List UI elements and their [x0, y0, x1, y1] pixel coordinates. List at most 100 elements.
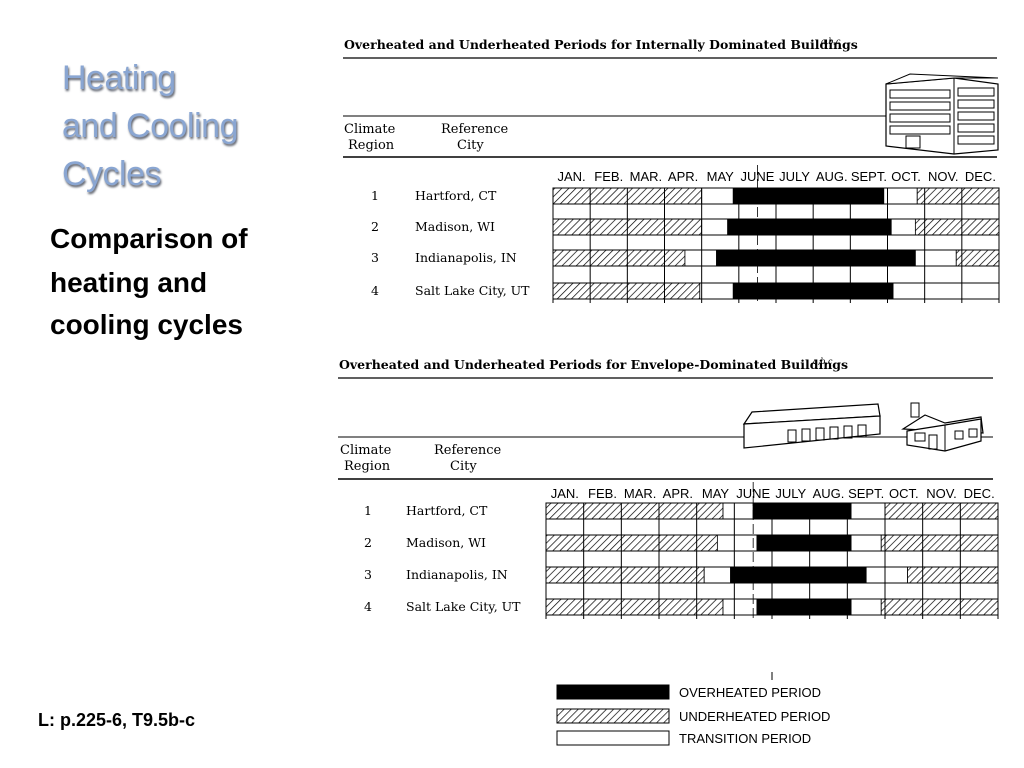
table-2-bar-transition [722, 502, 754, 520]
table-1-bar-transition [890, 218, 916, 236]
table-2-header-region: Region [344, 459, 391, 474]
table-1-row-region: 3 [371, 250, 379, 265]
table-2-month-label: OCT. [889, 486, 919, 501]
table-2-row-city: Salt Lake City, UT [406, 599, 521, 614]
office-building-icon [885, 73, 999, 155]
table-2-bar-transition [850, 502, 886, 520]
table-1-month-label: NOV. [928, 169, 959, 184]
table-2-month-label: SEPT. [848, 486, 884, 501]
subtitle-line-2: heating and [50, 267, 208, 298]
table-1-row-city: Hartford, CT [415, 188, 497, 203]
legend: OVERHEATED PERIOD UNDERHEATED PERIOD TRANS… [556, 672, 830, 746]
table-1: Overheated and Underheated Periods for I… [343, 37, 999, 158]
table-1-month-label: MAY [707, 169, 735, 184]
table-1-title-superscript: a,b,c [821, 37, 841, 46]
slide-subtitle: Comparison of heating and cooling cycles [50, 218, 320, 346]
table-2-header-city: City [450, 459, 477, 474]
table-2-month-label: JULY [775, 486, 806, 501]
table-2-bar-over [730, 566, 867, 584]
table-1-bar-transition [701, 187, 734, 205]
table-1-bar-over [727, 218, 892, 236]
table-1-row-region: 2 [371, 219, 379, 234]
table-2-bar-transition [703, 566, 731, 584]
table-1-bar-under [914, 218, 1000, 236]
table-2-month-label: MAY [702, 486, 730, 501]
table-2-body: JAN. FEB. MAR. APR. MAY JUNE JULY AUG. SEPT. OCT.… [364, 482, 999, 619]
table-2-bar-under [880, 598, 999, 616]
table-2-title: Overheated and Underheated Periods for E… [339, 357, 848, 372]
table-2-month-label: NOV. [926, 486, 957, 501]
table-1-month-label: JULY [779, 169, 810, 184]
table-1-month-label: SEPT. [851, 169, 887, 184]
slide-title-line-1: Heating [62, 59, 176, 97]
table-1-month-label: APR. [668, 169, 698, 184]
source-footnote: L: p.225-6, T9.5b-c [38, 710, 196, 730]
table-1-bar-transition [883, 187, 918, 205]
table-2-bar-over [752, 502, 852, 520]
table-2-month-label: APR. [663, 486, 693, 501]
table-2-row-region: 3 [364, 567, 372, 582]
table-1-month-label: AUG. [816, 169, 848, 184]
legend-label-over: OVERHEATED PERIOD [679, 685, 821, 700]
table-1-bar-transition [701, 218, 729, 236]
table-2-title-superscript: a,b,c [813, 357, 833, 366]
table-2-month-label: AUG. [813, 486, 845, 501]
table-2-bar-transition [722, 598, 758, 616]
table-2-row-region: 2 [364, 535, 372, 550]
table-2-bar-under [545, 534, 718, 552]
table-2-row-region: 1 [364, 503, 372, 518]
slide-title: Heating and Cooling Cycles [62, 54, 322, 198]
low-rise-building-icon [742, 403, 881, 449]
table-2-bar-under [880, 534, 999, 552]
table-2-bar-over [756, 534, 852, 552]
table-1-month-label: JUNE [740, 169, 774, 184]
table-1-month-label: FEB. [594, 169, 623, 184]
table-1-bar-under [955, 249, 1000, 267]
table-2: Overheated and Underheated Periods for E… [338, 357, 993, 480]
table-1-row-city: Indianapolis, IN [415, 250, 517, 265]
table-2-header-climate: Climate [340, 443, 392, 458]
table-2-row-city: Madison, WI [406, 535, 486, 550]
table-1-month-label: JAN. [557, 169, 585, 184]
table-1-bar-transition [914, 249, 957, 267]
table-2-row-city: Indianapolis, IN [406, 567, 508, 582]
table-1-month-label: MAR. [630, 169, 663, 184]
table-1-row-region: 1 [371, 188, 379, 203]
table-2-month-label: MAR. [624, 486, 657, 501]
table-2-header-reference: Reference [434, 443, 502, 458]
table-2-bar-under [884, 502, 999, 520]
table-1-bar-over [716, 249, 916, 267]
table-1-bar-over [732, 187, 885, 205]
legend-label-transition: TRANSITION PERIOD [679, 731, 811, 746]
table-1-row-region: 4 [371, 283, 379, 298]
table-2-bar-transition [850, 534, 882, 552]
table-2-month-label: JAN. [551, 486, 579, 501]
table-1-bar-transition [684, 249, 717, 267]
slide-title-line-3: Cycles [62, 155, 162, 193]
table-1-header-region: Region [348, 138, 395, 153]
table-1-row-city: Madison, WI [415, 219, 495, 234]
table-2-bar-transition [716, 534, 758, 552]
table-1-body: JAN. FEB. MAR. APR. MAY JUNE JULY AUG. SEPT. OCT.… [371, 165, 1000, 303]
table-1-month-label: DEC. [965, 169, 996, 184]
table-1-bar-transition [892, 282, 1000, 300]
table-2-bar-under [545, 566, 705, 584]
slide-title-line-2: and Cooling [62, 107, 238, 145]
house-icon [901, 402, 984, 452]
table-1-row-city: Salt Lake City, UT [415, 283, 530, 298]
table-1-header-climate: Climate [344, 122, 396, 137]
table-2-bar-transition [850, 598, 882, 616]
table-2-row-city: Hartford, CT [406, 503, 488, 518]
subtitle-line-1: Comparison of [50, 223, 248, 254]
legend-swatch-under [556, 708, 670, 724]
table-1-title: Overheated and Underheated Periods for I… [344, 37, 858, 52]
table-1-bar-transition [699, 282, 734, 300]
legend-label-under: UNDERHEATED PERIOD [679, 709, 830, 724]
legend-swatch-over [556, 684, 670, 700]
table-1-header-reference: Reference [441, 122, 509, 137]
table-2-row-region: 4 [364, 599, 372, 614]
table-1-bar-under [552, 282, 701, 300]
table-2-bar-over [756, 598, 852, 616]
legend-swatch-transition [556, 730, 670, 746]
